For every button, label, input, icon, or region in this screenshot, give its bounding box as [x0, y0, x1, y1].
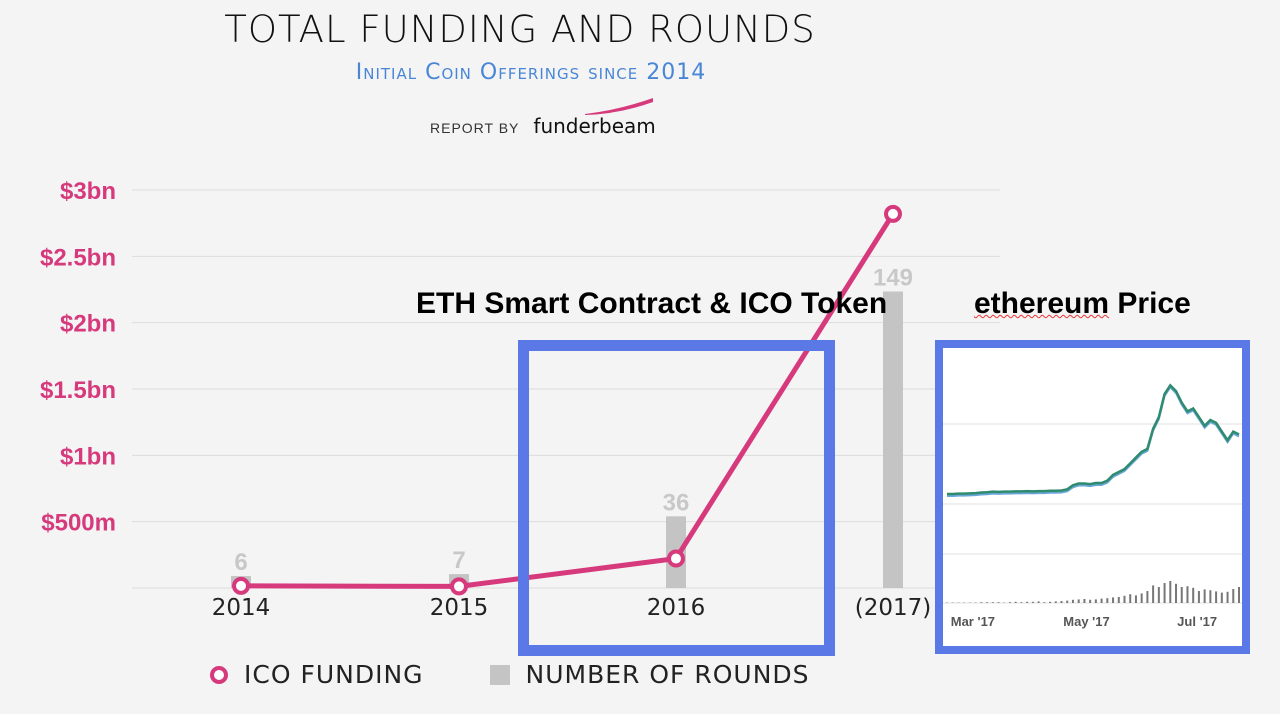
- y-tick-label: $2bn: [60, 311, 116, 338]
- volume-bar: [1163, 583, 1166, 603]
- funding-point: [232, 576, 250, 595]
- price-label-word: ethereum: [974, 287, 1110, 320]
- volume-bar: [1094, 599, 1097, 603]
- volume-bar: [1232, 589, 1235, 603]
- inset-x-tick-label: Mar '17: [951, 614, 995, 629]
- volume-bar: [1140, 593, 1143, 603]
- x-tick-label: (2017): [855, 595, 931, 621]
- price-line-shadow: [947, 385, 1240, 497]
- volume-bar: [1037, 601, 1040, 603]
- volume-bar: [1008, 602, 1011, 603]
- volume-bar: [980, 602, 983, 603]
- volume-bar: [1146, 591, 1149, 603]
- volume-bar: [991, 602, 994, 603]
- volume-bar: [1014, 601, 1017, 603]
- highlight-box-2016: [518, 340, 835, 656]
- volume-bar: [1129, 594, 1132, 603]
- volume-bar: [1106, 598, 1109, 603]
- volume-bar: [1209, 590, 1212, 603]
- volume-bar: [1238, 587, 1240, 603]
- funding-point: [450, 577, 468, 596]
- legend-funding-label: ICO FUNDING: [244, 660, 424, 689]
- brand-name: funderbeam: [533, 114, 656, 138]
- rounds-bar: [883, 291, 903, 588]
- rounds-data-label: 7: [452, 547, 465, 574]
- volume-bar: [1083, 599, 1086, 603]
- volume-bar: [1031, 601, 1034, 603]
- x-tick-label: 2016: [647, 595, 706, 621]
- volume-bar: [1169, 581, 1172, 603]
- volume-bar: [1043, 602, 1046, 603]
- volume-bar: [986, 602, 989, 603]
- price-label-rest: Price: [1117, 287, 1191, 320]
- volume-bar: [1117, 597, 1120, 603]
- x-tick-label: 2014: [212, 595, 271, 621]
- volume-bar: [1026, 601, 1029, 603]
- subtitle: Initial Coin Offerings since 2014: [355, 60, 707, 85]
- rounds-data-label: 36: [663, 489, 690, 516]
- volume-bar: [997, 602, 1000, 603]
- inset-x-tick-label: Jul '17: [1177, 614, 1217, 629]
- volume-bar: [1203, 589, 1206, 603]
- volume-bar: [1060, 601, 1063, 603]
- volume-bar: [1123, 595, 1126, 603]
- volume-bar: [1054, 601, 1057, 603]
- y-tick-label: $2.5bn: [40, 244, 116, 271]
- brand-logo: funderbeam: [533, 98, 656, 138]
- volume-bar: [1020, 602, 1023, 603]
- eth-smart-contract-label: ETH Smart Contract & ICO Token: [416, 287, 888, 320]
- funding-line: [240, 212, 896, 589]
- volume-bar: [1220, 592, 1223, 603]
- y-tick-label: $1bn: [60, 443, 116, 470]
- chart-legend: ICO FUNDING NUMBER OF ROUNDS: [208, 660, 810, 689]
- x-tick-label: 2015: [430, 595, 489, 621]
- funding-point: [667, 549, 685, 568]
- funding-point: [884, 204, 902, 223]
- legend-item-funding: ICO FUNDING: [208, 660, 424, 689]
- legend-rounds-label: NUMBER OF ROUNDS: [525, 660, 810, 689]
- volume-bar: [1071, 599, 1074, 603]
- inset-x-tick-label: May '17: [1063, 614, 1109, 629]
- volume-bar: [1049, 601, 1052, 603]
- volume-bar: [1077, 599, 1080, 603]
- y-tick-label: $1.5bn: [40, 377, 116, 404]
- volume-bar: [1157, 587, 1160, 603]
- volume-bar: [1152, 585, 1155, 603]
- volume-bar: [1226, 591, 1229, 603]
- report-credit: REPORT BY funderbeam: [430, 98, 656, 138]
- page-title: TOTAL FUNDING AND ROUNDS: [224, 8, 816, 51]
- y-tick-label: $500m: [41, 510, 116, 537]
- volume-bar: [1175, 583, 1178, 603]
- y-tick-label: $3bn: [60, 178, 116, 205]
- legend-ring-icon: [210, 665, 228, 684]
- volume-bar: [1066, 600, 1069, 603]
- volume-bar: [1180, 587, 1183, 603]
- volume-bar: [1134, 595, 1137, 603]
- legend-bar-icon: [489, 664, 510, 685]
- volume-bar: [1197, 591, 1200, 603]
- rounds-data-label: 149: [873, 264, 913, 291]
- ethereum-price-inset: Mar '17 May '17 Jul '17: [935, 340, 1250, 654]
- volume-bar: [1215, 591, 1218, 603]
- price-line: [947, 383, 1240, 496]
- volume-bar: [1112, 597, 1115, 603]
- volume-bar: [1186, 586, 1189, 603]
- rounds-data-label: 6: [234, 549, 247, 576]
- volume-bar: [1089, 599, 1092, 603]
- volume-bar: [1100, 598, 1103, 603]
- report-by-text: REPORT BY: [430, 120, 520, 136]
- volume-bar: [1192, 587, 1195, 603]
- brand-swoosh-icon: [585, 98, 654, 115]
- ethereum-price-label: ethereum Price: [974, 287, 1191, 321]
- legend-item-rounds: NUMBER OF ROUNDS: [424, 660, 810, 689]
- ethereum-price-chart: Mar '17 May '17 Jul '17: [943, 383, 1242, 629]
